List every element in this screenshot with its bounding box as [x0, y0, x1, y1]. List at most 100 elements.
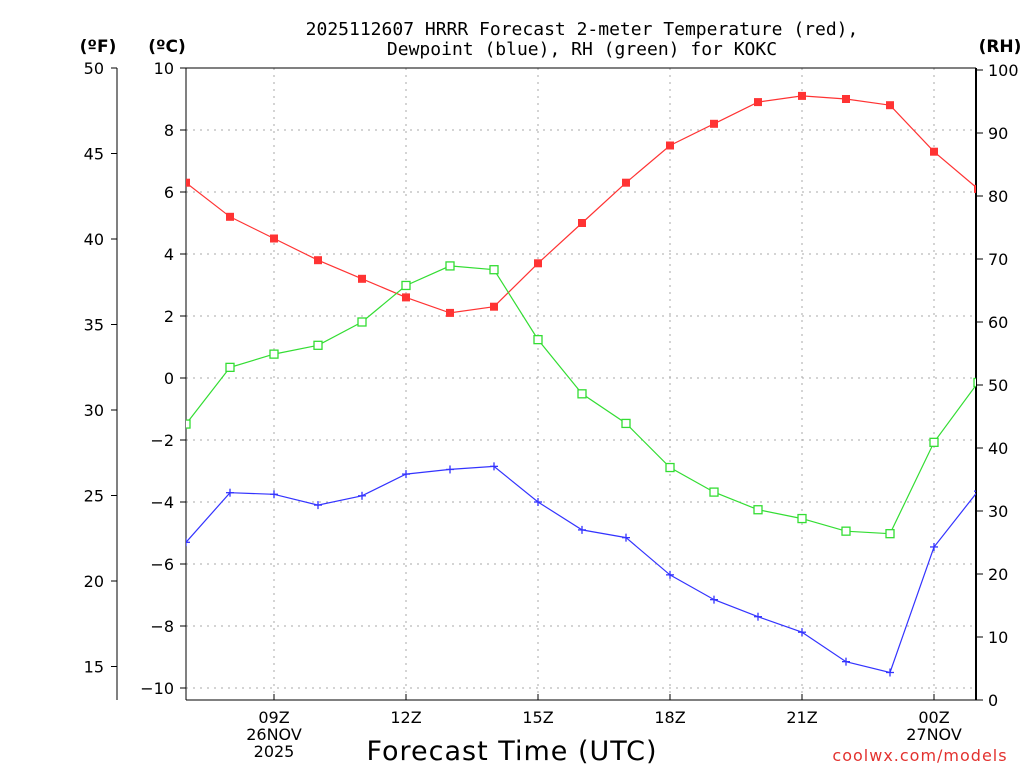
rh-point — [401, 280, 411, 291]
rh-tick-label: 80 — [988, 187, 1008, 206]
x-tick-label: 27NOV — [906, 725, 962, 744]
temperature-point — [930, 147, 938, 156]
x-tick-label: 15Z — [522, 708, 553, 727]
dewpoint-point — [314, 501, 322, 510]
x-tick-label: 2025 — [254, 742, 295, 761]
rh-point — [445, 261, 455, 271]
rh-tick-label: 30 — [988, 502, 1008, 521]
rh-point — [621, 418, 631, 429]
credit-text: coolwx.com/models — [832, 746, 1007, 765]
rh-tick-label: 60 — [988, 313, 1008, 332]
rh-point — [489, 265, 499, 275]
rh-tick-label: 90 — [988, 124, 1008, 143]
celsius-tick-label: −4 — [150, 493, 174, 512]
celsius-tick-label: 6 — [164, 183, 174, 202]
rh-point — [709, 487, 719, 497]
celsius-tick-label: 8 — [164, 121, 174, 140]
rh-point — [929, 437, 939, 447]
rh-point — [841, 526, 851, 536]
rh-point — [225, 362, 235, 373]
temperature-point — [402, 293, 410, 302]
temperature-point — [314, 256, 322, 265]
dewpoint-line — [186, 465, 976, 674]
rh-tick-label: 20 — [988, 565, 1008, 584]
celsius-tick-label: −6 — [150, 555, 174, 574]
fahrenheit-tick-label: 20 — [84, 572, 104, 591]
dewpoint-point — [754, 612, 762, 621]
temperature-point — [666, 141, 674, 150]
temperature-point — [446, 308, 454, 317]
temperature-line — [186, 95, 976, 314]
temperature-point — [974, 184, 976, 193]
temperature-point — [754, 98, 762, 107]
dewpoint-point — [226, 488, 234, 497]
dewpoint-point — [578, 525, 586, 534]
dewpoint-point — [666, 570, 674, 579]
temperature-point — [186, 178, 190, 187]
temperature-point — [490, 302, 498, 311]
fahrenheit-tick-label: 45 — [84, 145, 104, 164]
temperature-point — [270, 234, 278, 243]
dewpoint-point — [886, 668, 894, 677]
rh-axis-unit: (RH) — [979, 37, 1022, 57]
dewpoint-point — [710, 595, 718, 604]
rh-point — [577, 389, 587, 399]
temperature-point — [358, 274, 366, 283]
fahrenheit-tick-label: 50 — [84, 59, 104, 78]
temperature-point — [842, 95, 850, 103]
temperature-point — [534, 259, 542, 268]
celsius-tick-label: −10 — [140, 679, 174, 698]
dewpoint-point — [446, 465, 454, 474]
x-axis-label: Forecast Time (UTC) — [366, 736, 657, 767]
temperature-point — [798, 91, 806, 100]
rh-point — [186, 419, 191, 429]
dewpoint-point — [402, 470, 410, 479]
rh-tick-label: 50 — [988, 376, 1008, 395]
rh-point — [533, 334, 543, 345]
rh-point — [973, 377, 976, 388]
dewpoint-point — [842, 657, 850, 666]
rh-point — [665, 462, 675, 473]
celsius-tick-label: 2 — [164, 307, 174, 326]
rh-point — [753, 505, 763, 515]
x-tick-label: 18Z — [654, 708, 685, 727]
dewpoint-point — [534, 498, 542, 506]
temperature-point — [226, 212, 234, 221]
rh-point — [797, 513, 807, 524]
dewpoint-point — [490, 462, 498, 471]
rh-tick-label: 100 — [988, 61, 1019, 80]
series — [186, 91, 976, 677]
dewpoint-point — [798, 628, 806, 637]
x-tick-label: 12Z — [390, 708, 421, 727]
temperature-point — [622, 178, 630, 187]
dewpoint-point — [186, 538, 190, 547]
x-tick-label: 00Z — [918, 708, 949, 727]
chart-title-line2: Dewpoint (blue), RH (green) for KOKC — [387, 39, 777, 60]
temperature-point — [886, 101, 894, 110]
rh-point — [885, 529, 895, 539]
celsius-tick-label: −8 — [150, 617, 174, 636]
x-tick-label: 26NOV — [246, 725, 302, 744]
fahrenheit-tick-label: 40 — [84, 230, 104, 249]
celsius-tick-label: −2 — [150, 431, 174, 450]
celsius-axis-unit: (ºC) — [148, 37, 186, 57]
rh-tick-label: 70 — [988, 250, 1008, 269]
rh-point — [313, 340, 323, 350]
chart-title-line1: 2025112607 HRRR Forecast 2-meter Tempera… — [306, 19, 859, 40]
axes: 50454035302520151086420−2−4−6−8−10100908… — [84, 59, 1019, 761]
rh-line — [186, 265, 976, 535]
fahrenheit-tick-label: 25 — [84, 487, 104, 506]
dewpoint-point — [622, 533, 630, 542]
rh-tick-label: 40 — [988, 439, 1008, 458]
rh-point — [269, 349, 279, 359]
dewpoint-point — [974, 490, 976, 492]
dewpoint-point — [930, 542, 938, 551]
rh-tick-label: 10 — [988, 628, 1008, 647]
celsius-tick-label: 10 — [154, 59, 174, 78]
celsius-tick-label: 4 — [164, 245, 174, 264]
rh-tick-label: 0 — [988, 691, 998, 710]
x-tick-label: 21Z — [786, 708, 817, 727]
fahrenheit-tick-label: 35 — [84, 316, 104, 335]
dewpoint-point — [358, 491, 366, 500]
